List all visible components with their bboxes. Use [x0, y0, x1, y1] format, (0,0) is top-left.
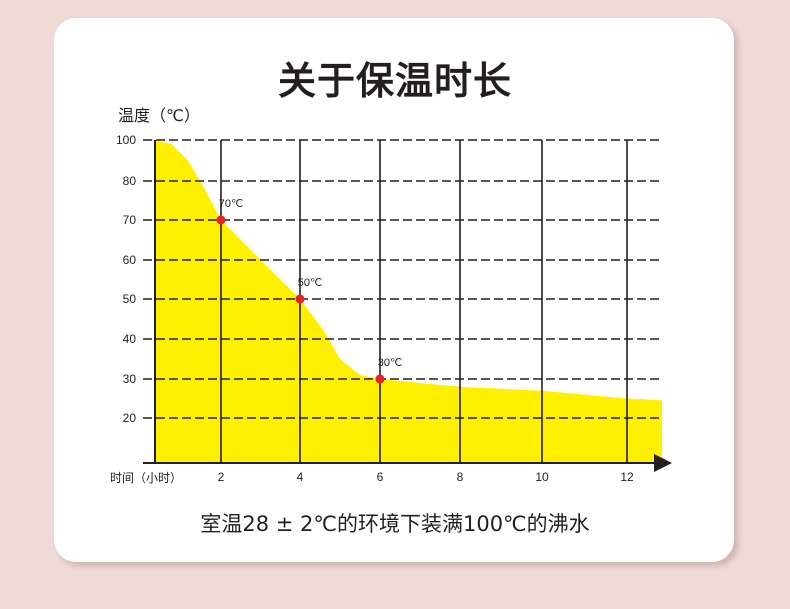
temperature-area [155, 140, 662, 463]
x-tick-label: 4 [297, 470, 304, 484]
data-point [375, 374, 385, 384]
data-point [216, 215, 226, 225]
data-label: 30℃ [378, 357, 403, 369]
x-axis-label: 时间（小时） [110, 471, 183, 485]
y-tick-label: 40 [123, 332, 137, 346]
y-tick-label: 100 [116, 133, 136, 147]
x-axis-arrow-icon [654, 454, 672, 472]
x-tick-label: 6 [377, 470, 384, 484]
x-tick-label: 2 [218, 470, 225, 484]
y-tick-label: 50 [123, 292, 137, 306]
data-label: 50℃ [298, 277, 323, 289]
y-tick-label: 80 [123, 174, 137, 188]
x-tick-label: 12 [620, 470, 634, 484]
y-axis-label: 温度（℃） [118, 106, 200, 125]
x-tick-label: 8 [457, 470, 464, 484]
x-tick-label: 10 [535, 470, 549, 484]
y-tick-label: 20 [123, 411, 137, 425]
y-tick-label: 70 [123, 213, 137, 227]
y-tick-label: 30 [123, 372, 137, 386]
y-tick-label: 60 [123, 253, 137, 267]
page-title: 关于保温时长 [277, 59, 512, 103]
subtitle: 室温28 ± 2℃的环境下装满100℃的沸水 [200, 512, 590, 536]
data-label: 70℃ [219, 198, 244, 210]
data-point [295, 294, 305, 304]
